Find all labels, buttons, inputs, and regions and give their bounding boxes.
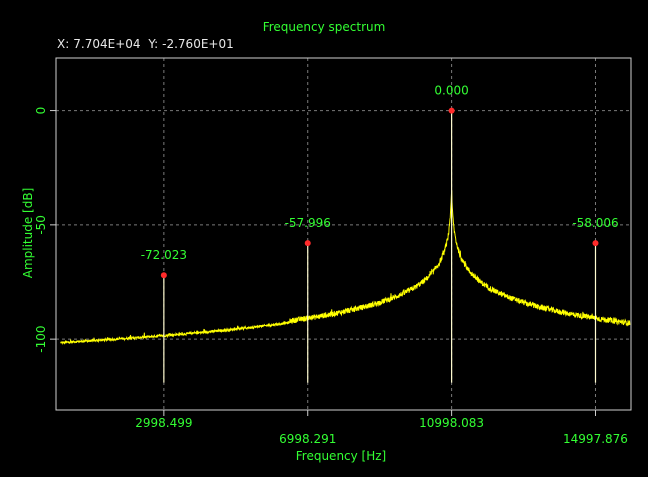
- x-tick-label: 6998.291: [279, 432, 336, 446]
- cursor-y-value: -2.760E+01: [162, 37, 234, 51]
- cursor-readout: X: 7.704E+04 Y: -2.760E+01: [57, 37, 238, 51]
- y-tick-label: -100: [34, 326, 48, 353]
- peak-label: -58.006: [572, 216, 618, 230]
- spectrum-line: [60, 190, 631, 346]
- cursor-y-label: Y:: [148, 37, 159, 51]
- peak-marker: [448, 107, 455, 114]
- peak-marker: [304, 240, 311, 247]
- plot-frame: [55, 57, 632, 411]
- x-tick-label: 10998.083: [419, 416, 484, 430]
- x-tick-label: 2998.499: [135, 416, 192, 430]
- y-tick-label: 0: [34, 107, 48, 115]
- peak-label: -72.023: [141, 248, 187, 262]
- peak-marker: [592, 240, 599, 247]
- peak-label: -57.996: [285, 216, 331, 230]
- axis-ticks: 2998.499 6998.291 10998.083 14997.876 0 -50 -1…: [34, 107, 628, 446]
- grid: [56, 58, 631, 410]
- y-tick-label: -50: [34, 215, 48, 235]
- x-tick-label: 14997.876: [563, 432, 628, 446]
- peak-marker: [160, 272, 167, 279]
- peaks: -72.023 -57.996 0.000 -58.006: [141, 84, 619, 383]
- peak-label: 0.000: [434, 84, 468, 98]
- spectrum-trace: [60, 190, 631, 346]
- y-axis-label: Amplitude [dB]: [21, 188, 35, 279]
- cursor-x-label: X:: [57, 37, 70, 51]
- x-axis-label: Frequency [Hz]: [296, 449, 387, 463]
- cursor-x-value: 7.704E+04: [73, 37, 141, 51]
- chart-title: Frequency spectrum: [263, 20, 386, 34]
